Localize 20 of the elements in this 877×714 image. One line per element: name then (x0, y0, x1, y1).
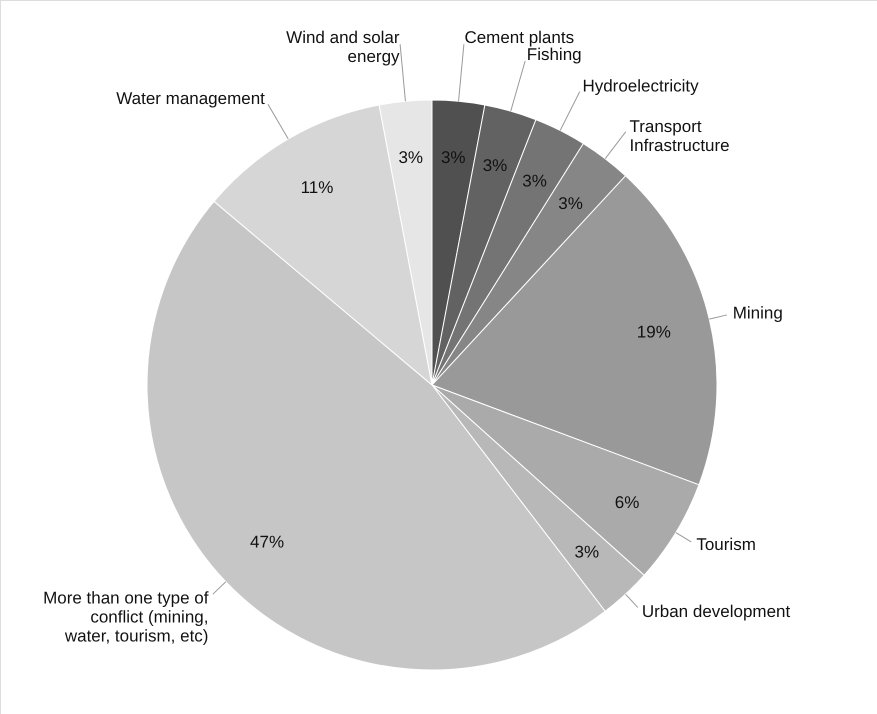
slice-label: Mining (732, 304, 783, 323)
slice-label: Fishing (526, 45, 582, 64)
slice-label: Transport Infrastructure (629, 116, 730, 155)
slice-label: Tourism (696, 535, 756, 554)
data-label: 3% (522, 171, 547, 190)
data-label: 3% (558, 194, 583, 213)
data-label: 3% (440, 148, 466, 167)
data-label: 3% (482, 156, 508, 175)
data-label: 6% (614, 493, 640, 512)
slice-label: Water management (116, 89, 266, 108)
data-label: 3% (398, 148, 424, 167)
data-label: 47% (250, 532, 284, 552)
slice-label: Hydroelectricity (582, 76, 700, 96)
slice-label: More than one type of conflict (mining, water, tourism, etc) (43, 588, 209, 646)
slice-label: Cement plants (464, 28, 574, 48)
slice-label: Wind and solar energy (286, 28, 400, 66)
data-label: 11% (300, 178, 334, 198)
data-label: 19% (636, 322, 671, 342)
data-label: 3% (574, 542, 600, 562)
slice-label: Urban development (642, 602, 790, 621)
